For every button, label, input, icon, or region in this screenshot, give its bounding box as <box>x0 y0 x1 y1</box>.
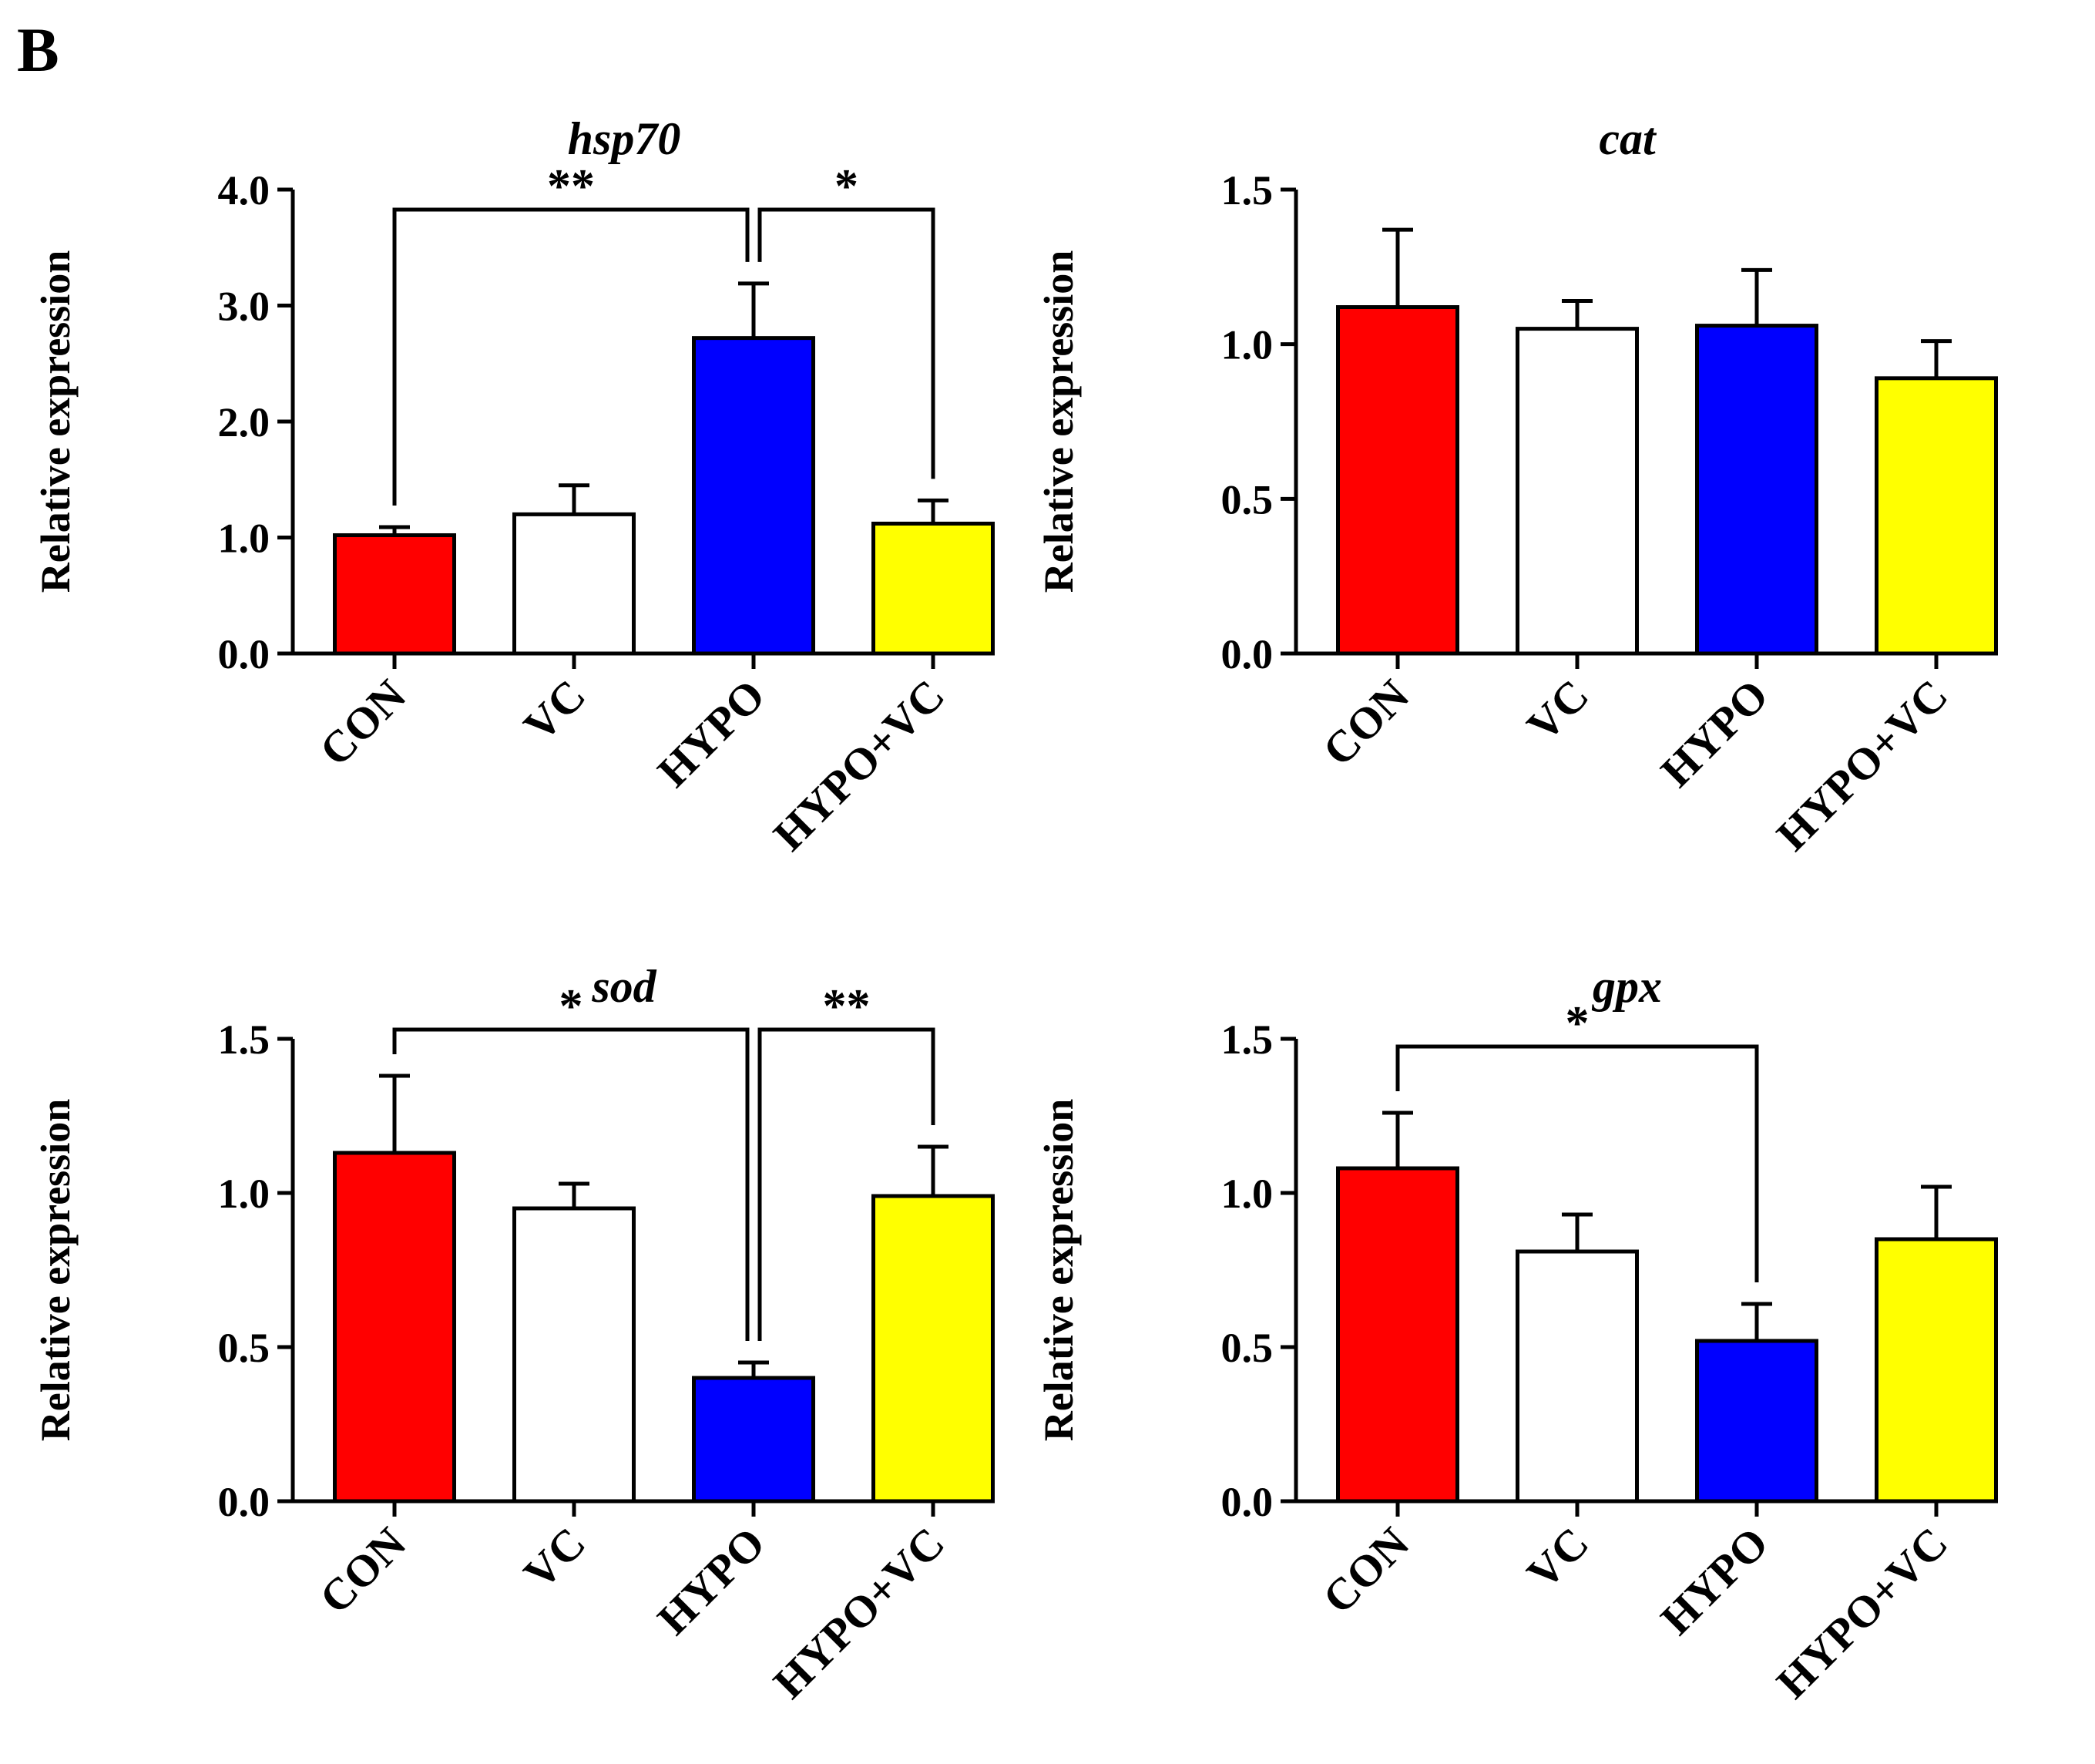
y-tick-label: 0.0 <box>1221 1479 1274 1525</box>
y-tick-label: 2.0 <box>218 399 270 445</box>
x-tick-label-hypo-plus-vc: HYPO+VC <box>764 1517 954 1708</box>
y-tick-label: 0.0 <box>1221 631 1274 677</box>
bar-hypo-plus-vc <box>1875 376 1998 656</box>
y-tick-label: 0.5 <box>218 1325 270 1371</box>
chart-title: gpx <box>1591 961 1662 1012</box>
y-tick-label: 1.5 <box>218 1016 270 1063</box>
y-tick-label: 3.0 <box>218 284 270 330</box>
bar-hypo <box>1695 324 1818 656</box>
x-tick-label-vc: VC <box>514 1517 595 1598</box>
significance-label: * <box>559 980 583 1033</box>
chart-title: hsp70 <box>568 113 681 164</box>
y-tick-label: 1.0 <box>218 1171 270 1217</box>
panel-label: B <box>17 15 59 85</box>
y-tick-label: 1.5 <box>1221 167 1274 213</box>
bar-con <box>1336 305 1459 656</box>
x-tick-label-con: CON <box>1313 670 1418 775</box>
y-axis-label: Relative expression <box>1036 1099 1082 1441</box>
chart-gpx: gpx Relative expression 0.0 0.5 1.0 1.5 CON VC H… <box>1036 961 1998 1708</box>
significance-bracket <box>392 1027 750 1341</box>
chart-title: cat <box>1599 113 1657 164</box>
y-tick-label: 1.5 <box>1221 1016 1274 1063</box>
bar-hypo-plus-vc <box>1875 1237 1998 1504</box>
significance-label: * <box>1566 997 1590 1050</box>
significance-bracket <box>757 207 935 479</box>
bar-vc <box>1516 327 1639 656</box>
y-axis-label: Relative expression <box>1036 250 1082 593</box>
chart-cat: cat Relative expression 0.0 0.5 1.0 1.5 CON VC H… <box>1036 113 1998 860</box>
bar-hypo-plus-vc <box>871 521 995 656</box>
y-tick-label: 0.5 <box>1221 1325 1274 1371</box>
significance-bracket <box>1395 1044 1759 1282</box>
bar-vc <box>512 1206 636 1504</box>
x-tick-label-hypo-plus-vc: HYPO+VC <box>764 670 954 860</box>
bar-hypo <box>692 336 815 656</box>
bar-hypo <box>1695 1339 1818 1504</box>
y-tick-label: 0.0 <box>218 631 270 677</box>
x-tick-label-hypo: HYPO <box>648 1517 774 1644</box>
x-tick-label-con: CON <box>310 1517 415 1623</box>
significance-label: * <box>834 160 858 213</box>
chart-hsp70: hsp70 Relative expression 0.0 1.0 2.0 3.0 4.0 C… <box>32 113 995 860</box>
bar-con <box>333 533 456 656</box>
y-tick-label: 1.0 <box>1221 1171 1274 1217</box>
y-tick-label: 1.0 <box>1221 322 1274 368</box>
bar-vc <box>512 512 636 656</box>
y-axis-label: Relative expression <box>32 1099 79 1441</box>
significance-label: ** <box>547 160 595 213</box>
significance-label: ** <box>823 980 871 1033</box>
x-tick-label-hypo-plus-vc: HYPO+VC <box>1767 1517 1957 1708</box>
bar-con <box>333 1151 456 1504</box>
bar-hypo <box>692 1376 815 1504</box>
bar-con <box>1336 1166 1459 1504</box>
x-tick-label-hypo: HYPO <box>648 670 774 796</box>
significance-bracket <box>392 207 750 506</box>
significance-bracket <box>757 1027 935 1341</box>
x-tick-label-vc: VC <box>1517 670 1598 751</box>
bar-hypo-plus-vc <box>871 1194 995 1504</box>
x-tick-label-hypo-plus-vc: HYPO+VC <box>1767 670 1957 860</box>
x-tick-label-con: CON <box>1313 1517 1418 1623</box>
bar-vc <box>1516 1249 1639 1504</box>
chart-sod: sod Relative expression 0.0 0.5 1.0 1.5 CON VC H… <box>32 961 995 1708</box>
y-tick-label: 0.5 <box>1221 476 1274 522</box>
x-tick-label-vc: VC <box>514 670 595 751</box>
y-tick-label: 1.0 <box>218 516 270 562</box>
y-tick-label: 4.0 <box>218 167 270 213</box>
chart-title: sod <box>591 961 656 1012</box>
x-tick-label-hypo: HYPO <box>1651 670 1778 796</box>
x-tick-label-con: CON <box>310 670 415 775</box>
y-tick-label: 0.0 <box>218 1479 270 1525</box>
y-axis-label: Relative expression <box>32 250 79 593</box>
x-tick-label-hypo: HYPO <box>1651 1517 1778 1644</box>
x-tick-label-vc: VC <box>1517 1517 1598 1598</box>
